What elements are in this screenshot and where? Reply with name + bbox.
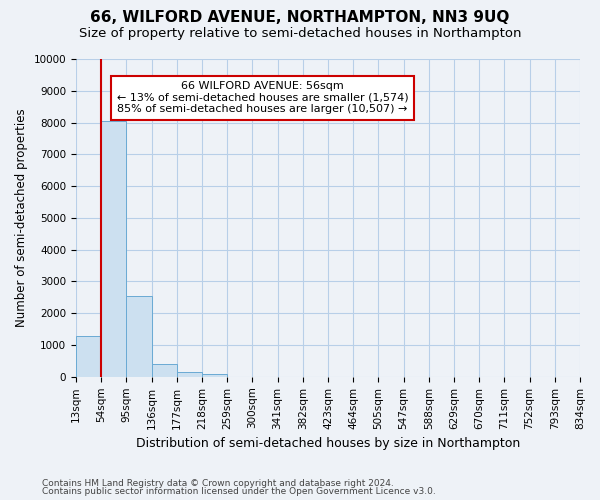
Bar (152, 364, 177, 377)
Bar (101, 121, 127, 377)
Bar (127, 296, 152, 377)
Text: Contains public sector information licensed under the Open Government Licence v3: Contains public sector information licen… (42, 487, 436, 496)
Text: 66 WILFORD AVENUE: 56sqm
← 13% of semi-detached houses are smaller (1,574)
85% o: 66 WILFORD AVENUE: 56sqm ← 13% of semi-d… (116, 81, 408, 114)
Text: Contains HM Land Registry data © Crown copyright and database right 2024.: Contains HM Land Registry data © Crown c… (42, 478, 394, 488)
X-axis label: Distribution of semi-detached houses by size in Northampton: Distribution of semi-detached houses by … (136, 437, 520, 450)
Bar (76, 336, 101, 377)
Bar (177, 372, 202, 377)
Text: Size of property relative to semi-detached houses in Northampton: Size of property relative to semi-detach… (79, 28, 521, 40)
Bar (202, 374, 227, 377)
Y-axis label: Number of semi-detached properties: Number of semi-detached properties (15, 108, 28, 327)
Text: 66, WILFORD AVENUE, NORTHAMPTON, NN3 9UQ: 66, WILFORD AVENUE, NORTHAMPTON, NN3 9UQ (91, 10, 509, 25)
